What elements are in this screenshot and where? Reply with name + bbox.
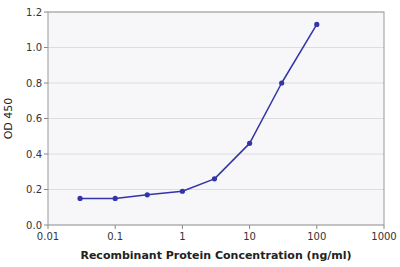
y-tick-label: 0.0	[26, 220, 42, 231]
plot-frame	[48, 12, 384, 225]
x-tick-label: 1	[179, 231, 185, 242]
y-tick-label: 0.8	[26, 78, 42, 89]
x-tick-label: 100	[307, 231, 326, 242]
x-tick	[384, 225, 385, 229]
y-tick	[44, 12, 48, 13]
data-layer	[77, 22, 319, 201]
data-point	[279, 80, 284, 85]
grid-line	[48, 189, 384, 190]
x-tick	[48, 225, 49, 229]
x-tick	[249, 225, 250, 229]
x-tick-label: 0.1	[107, 231, 123, 242]
data-point	[145, 192, 150, 197]
y-tick	[44, 118, 48, 119]
x-tick-label: 0.01	[37, 231, 59, 242]
grid-line	[48, 47, 384, 48]
y-tick-label: 1.0	[26, 42, 42, 53]
y-tick	[44, 225, 48, 226]
data-point	[314, 22, 319, 27]
y-axis-label: OD 450	[2, 98, 15, 140]
y-tick-label: 0.4	[26, 149, 42, 160]
data-point	[247, 141, 252, 146]
data-point	[212, 176, 217, 181]
data-point	[77, 196, 82, 201]
y-tick	[44, 189, 48, 190]
y-tick-label: 1.2	[26, 7, 42, 18]
x-tick	[115, 225, 116, 229]
x-axis-label: Recombinant Protein Concentration (ng/ml…	[80, 249, 351, 262]
grid-line	[48, 118, 384, 119]
data-point	[113, 196, 118, 201]
x-tick-label: 1000	[371, 231, 396, 242]
chart: 0.0 0.2 0.4 0.6 0.8 1.0 1.2 0.01 0.1 1 10 100 1000 Re…	[0, 0, 400, 267]
y-tick-label: 0.2	[26, 184, 42, 195]
grid-line	[48, 83, 384, 84]
plot-background	[48, 12, 384, 225]
y-tick	[44, 154, 48, 155]
grid-line	[48, 154, 384, 155]
y-tick-label: 0.6	[26, 113, 42, 124]
x-tick-label: 10	[243, 231, 256, 242]
data-line	[80, 24, 317, 198]
data-point	[180, 189, 185, 194]
x-tick	[182, 225, 183, 229]
x-tick	[316, 225, 317, 229]
y-tick	[44, 47, 48, 48]
y-tick	[44, 83, 48, 84]
